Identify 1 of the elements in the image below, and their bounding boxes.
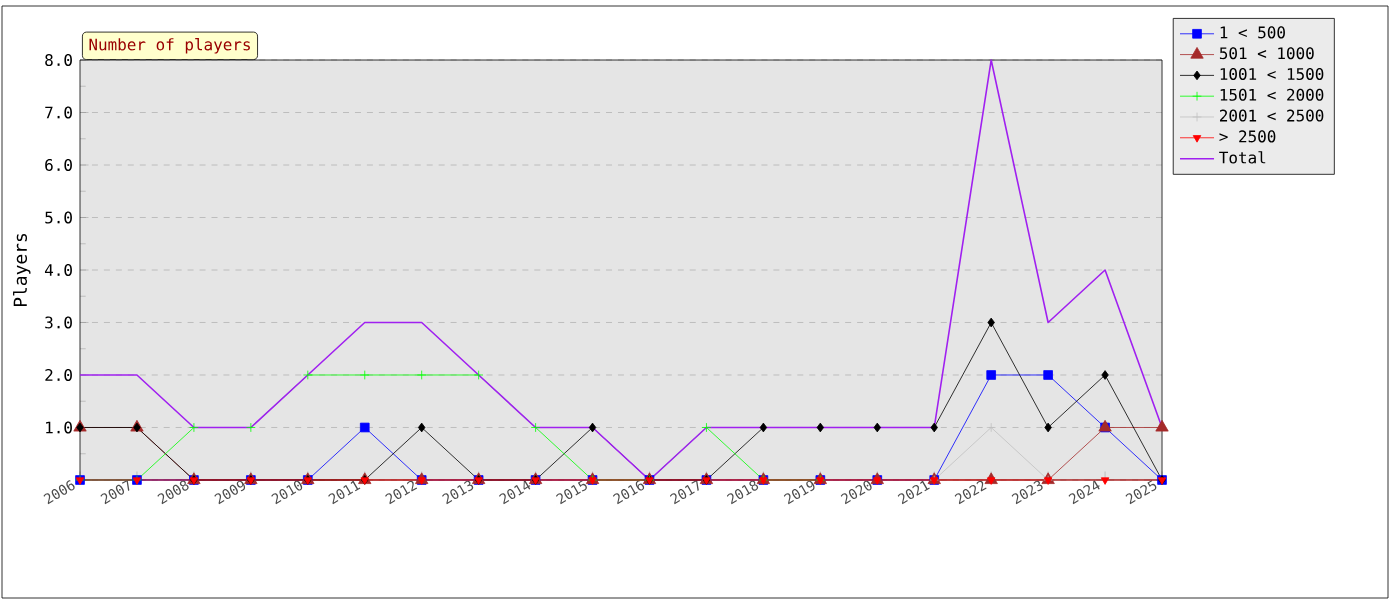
y-axis-title: Players [13,233,31,307]
